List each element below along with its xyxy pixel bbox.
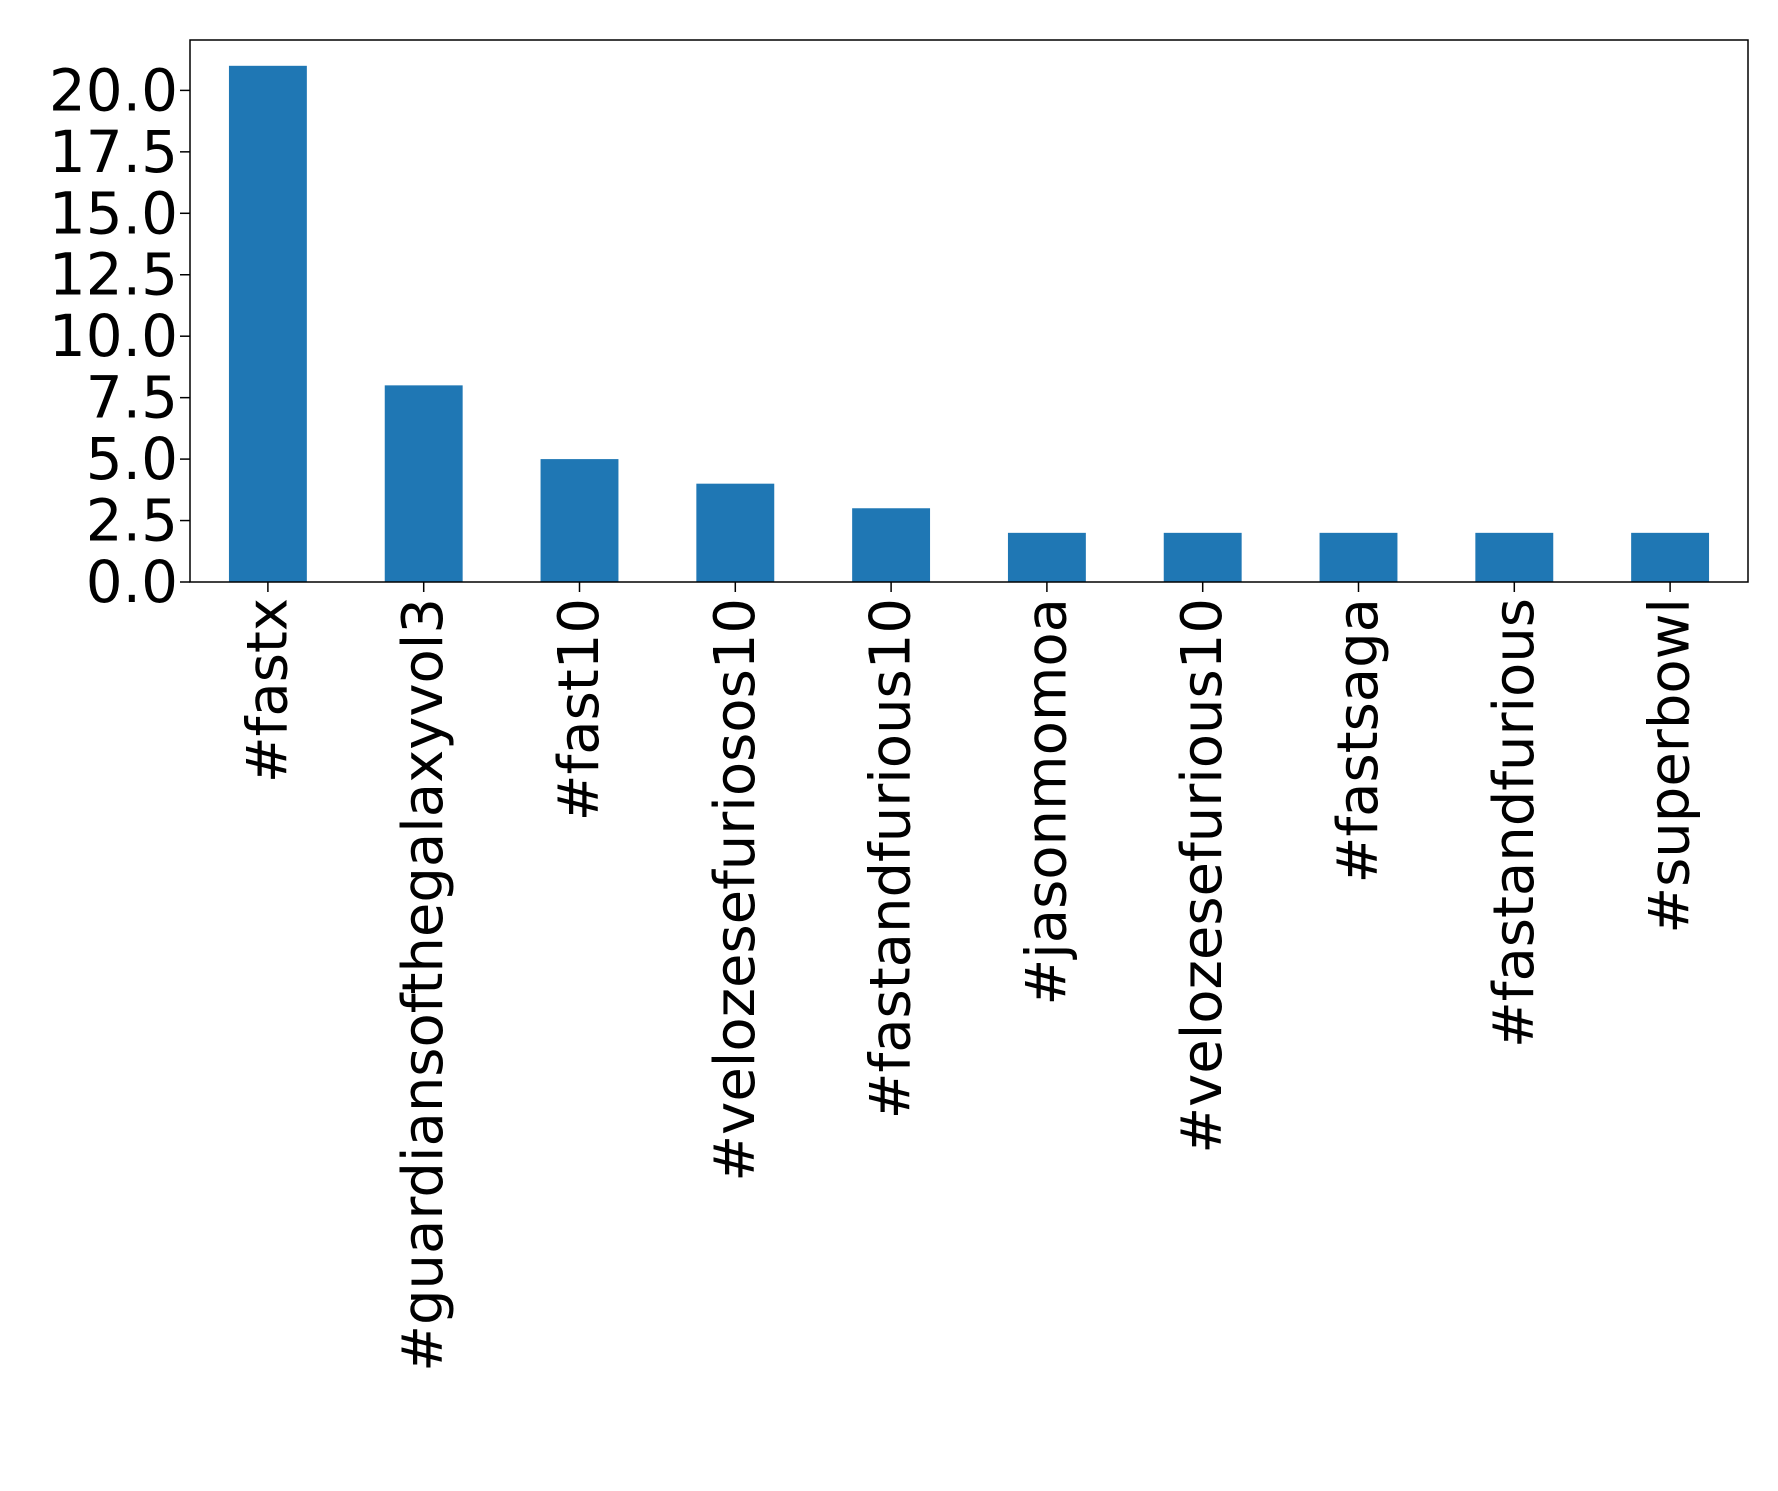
x-tick-label: #fastsaga xyxy=(1326,598,1391,883)
bar-jasonmomoa xyxy=(1007,532,1086,582)
y-tick-label: 20.0 xyxy=(49,56,178,124)
y-tick-label: 0.0 xyxy=(86,548,178,616)
x-tick-label: #jasonmomoa xyxy=(1014,598,1079,1006)
y-tick-label: 15.0 xyxy=(49,179,178,247)
bar-fast10 xyxy=(540,459,619,582)
bar-velozesefuriosos10 xyxy=(696,483,775,582)
x-tick-label: #fast10 xyxy=(547,598,612,821)
y-axis: 0.02.55.07.510.012.515.017.520.0 xyxy=(49,56,190,616)
y-tick-label: 12.5 xyxy=(49,241,178,309)
bar-fastandfurious10 xyxy=(852,508,931,582)
x-tick-label: #guardiansofthegalaxyvol3 xyxy=(391,598,456,1372)
bar-fastsaga xyxy=(1319,532,1398,582)
x-tick-label: #superbowl xyxy=(1638,598,1703,934)
plot-frame xyxy=(189,39,1749,583)
y-tick-label: 5.0 xyxy=(86,425,178,493)
x-tick-label: #velozesefurious10 xyxy=(1170,598,1235,1154)
x-tick-label: #fastx xyxy=(235,598,300,783)
y-tick-label: 7.5 xyxy=(86,364,178,432)
y-tick-label: 10.0 xyxy=(49,302,178,370)
y-tick-label: 17.5 xyxy=(49,118,178,186)
bar-guardiansofthegalaxyvol3 xyxy=(384,385,463,582)
bar-fastandfurious xyxy=(1475,532,1554,582)
x-axis: #fastx #guardiansofthegalaxyvol3 #fast10 #v… xyxy=(235,582,1703,1372)
x-tick-label: #fastandfurious xyxy=(1482,598,1547,1048)
x-tick-label: #fastandfurious10 xyxy=(859,598,924,1119)
bar-superbowl xyxy=(1631,532,1710,582)
x-tick-label: #velozesefuriosos10 xyxy=(703,598,768,1182)
bar-fastx xyxy=(228,65,307,583)
bar-velozesefurious10 xyxy=(1163,532,1242,582)
bars xyxy=(228,65,1710,583)
y-tick-label: 2.5 xyxy=(86,487,178,555)
